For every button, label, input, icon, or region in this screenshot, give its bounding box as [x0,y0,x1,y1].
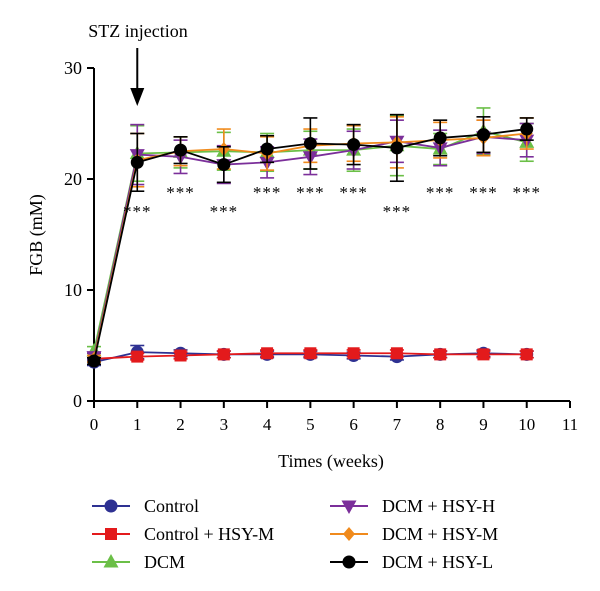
significance-mark: *** [512,183,541,202]
data-point [347,347,360,360]
data-point [261,347,274,360]
data-point [477,348,490,361]
annotation-label: STZ injection [88,21,187,41]
significance-mark: *** [383,202,412,221]
x-tick-label: 11 [562,415,578,434]
y-tick-label: 20 [64,169,82,189]
x-tick-label: 6 [349,415,358,434]
legend-marker [343,527,355,541]
legend-label: DCM [144,552,185,572]
data-point [87,354,101,368]
x-tick-label: 2 [176,415,185,434]
series-control-hsy-m [87,347,534,365]
legend-item: DCM + HSY-H [330,496,495,516]
legend-label: Control [144,496,199,516]
legend-item: DCM [92,552,185,572]
annotation-arrow-head [130,88,145,106]
data-point [390,347,403,360]
legend-label: Control + HSY-M [144,524,274,544]
legend-label: DCM + HSY-M [382,524,498,544]
legend-marker [105,528,117,540]
x-tick-label: 0 [90,415,99,434]
data-point [434,348,447,361]
data-point [131,350,144,363]
data-point [476,128,490,142]
annotation: STZ injection [88,21,188,106]
legend-marker [341,500,357,514]
legend-marker [342,555,356,569]
data-point [174,143,188,157]
data-point [174,349,187,362]
legend-item: DCM + HSY-L [330,552,493,572]
legend-marker [104,499,118,513]
data-point [304,347,317,360]
legend-label: DCM + HSY-H [382,496,495,516]
x-tick-label: 1 [133,415,142,434]
x-tick-label: 4 [263,415,272,434]
significance-mark: *** [426,183,455,202]
legend-item: DCM + HSY-M [330,524,498,544]
data-point [217,158,231,172]
plot-area [86,107,535,369]
data-point [520,122,534,136]
legend-item: Control [92,496,199,516]
data-point [347,138,361,152]
significance-mark: *** [339,183,368,202]
significance-mark: *** [469,183,498,202]
x-axis-label: Times (weeks) [278,451,384,472]
x-tick-label: 5 [306,415,315,434]
significance-mark: *** [210,202,239,221]
x-tick-label: 3 [220,415,229,434]
series-dcm-hsy-l [87,113,534,368]
data-point [520,348,533,361]
significance-mark: *** [253,183,282,202]
significance-marks: *** *** *** *** *** *** *** *** *** *** [123,183,541,221]
x-tick-label: 7 [393,415,402,434]
data-point [217,348,230,361]
significance-mark: *** [123,202,152,221]
x-tick-label: 10 [518,415,535,434]
x-tick-label: 9 [479,415,488,434]
data-point [433,131,447,145]
significance-mark: *** [296,183,325,202]
data-point [260,142,274,156]
legend-label: DCM + HSY-L [382,552,493,572]
legend: Control Control + HSY-M DCM DCM + HSY-H DCM … [92,496,498,572]
y-axis-label: FGB (mM) [26,194,47,276]
data-point [130,155,144,169]
legend-item: Control + HSY-M [92,524,274,544]
data-point [303,136,317,150]
x-tick-label: 8 [436,415,445,434]
y-tick-label: 30 [64,58,82,78]
y-tick-label: 10 [64,280,82,300]
y-tick-label: 0 [73,391,82,411]
data-point [390,141,404,155]
axes: 0 10 20 30 0 1 2 3 4 5 6 7 8 9 10 11 [64,58,578,434]
significance-mark: *** [166,183,195,202]
legend-marker [103,554,119,568]
